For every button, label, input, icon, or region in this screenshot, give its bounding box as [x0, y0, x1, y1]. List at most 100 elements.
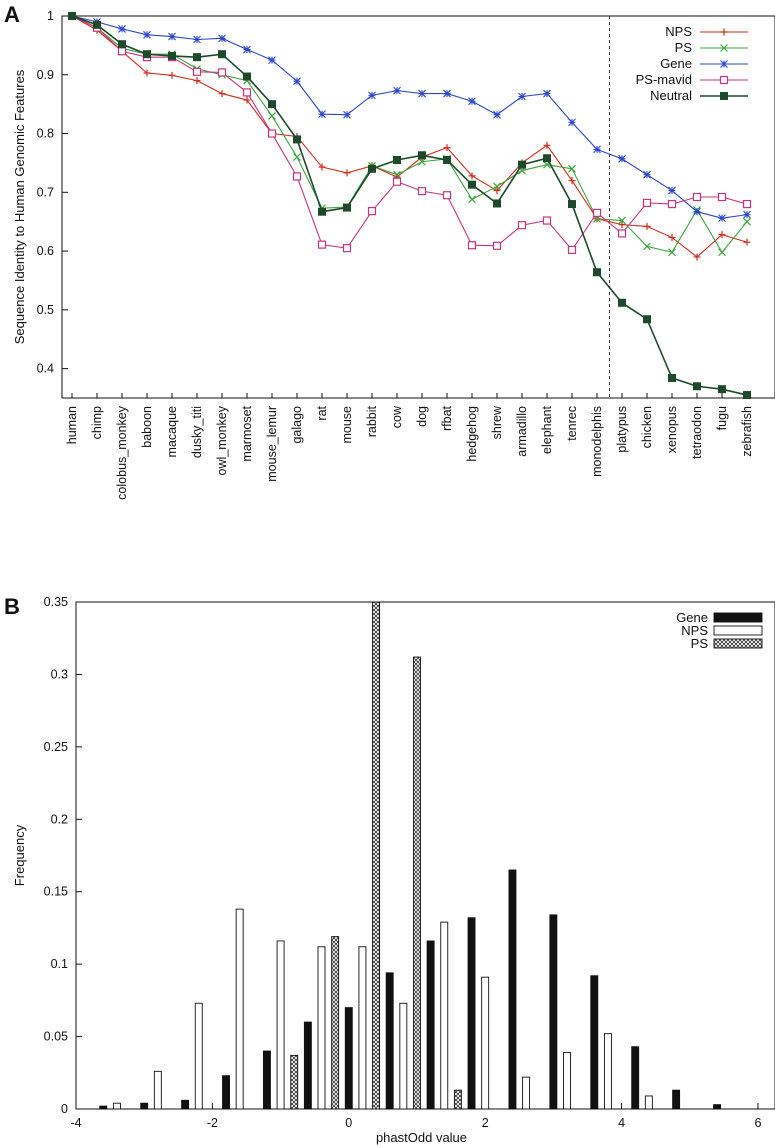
y-tick-label: 0.7: [37, 185, 54, 199]
data-point-neutral: [268, 100, 276, 109]
x-tick-label: -4: [70, 1116, 81, 1130]
data-point-neutral: [443, 155, 451, 164]
y-tick-label: 0.35: [44, 595, 68, 609]
bar-ps: [331, 936, 340, 1110]
bar-gene: [508, 869, 517, 1110]
bar-gene: [181, 1099, 190, 1110]
data-point-nps: [168, 71, 176, 79]
legend-label-neutral: Neutral: [650, 88, 692, 103]
series-line-gene: [71, 15, 748, 219]
x-tick-label: 2: [482, 1116, 489, 1130]
bar-nps: [153, 1070, 162, 1110]
data-point-nps: [668, 234, 676, 242]
x-tick-label: mouse: [340, 406, 354, 444]
bar-nps: [603, 1033, 612, 1110]
data-point-gene: [143, 30, 151, 39]
x-tick-label: owl_monkey: [215, 405, 229, 475]
y-tick-label: 1: [47, 9, 54, 23]
x-tick-label: 0: [345, 1116, 352, 1130]
data-point-neutral: [318, 207, 326, 216]
bar-nps: [194, 1002, 203, 1110]
data-point-neutral: [718, 385, 726, 394]
panel-b-x-axis: -4 -2 0 2 4 6: [70, 1103, 761, 1130]
data-point-ps-mavid: [642, 198, 652, 207]
data-point-neutral: [368, 164, 376, 173]
data-point-neutral: [68, 12, 76, 20]
legend-marker-ps-mavid: [719, 75, 729, 85]
data-point-ps-mavid: [442, 191, 452, 200]
bar-ps: [453, 1089, 462, 1110]
data-point-nps: [343, 169, 351, 177]
y-tick-label: 0.15: [44, 885, 68, 899]
series-nps: [112, 908, 653, 1110]
data-point-neutral: [468, 180, 476, 189]
y-tick-label: 0.4: [37, 362, 54, 376]
x-tick-label: 4: [618, 1116, 625, 1130]
bar-gene: [385, 972, 394, 1110]
data-point-gene: [318, 110, 326, 119]
series-line-ps-mavid: [71, 15, 748, 251]
x-tick-label: cow: [390, 405, 404, 428]
y-tick-label: 0.5: [37, 303, 54, 317]
data-point-gene: [218, 34, 226, 43]
x-tick-label: platypus: [615, 406, 629, 453]
x-tick-label: chimp: [90, 406, 104, 439]
data-point-ps: [718, 248, 726, 257]
x-tick-label: chicken: [640, 406, 654, 448]
bar-gene: [222, 1075, 230, 1110]
x-tick-label: galago: [290, 406, 304, 444]
legend-swatch-ps: [713, 638, 763, 649]
panel-b-x-axis-title: phastOdd value: [376, 1130, 467, 1145]
bar-gene: [303, 1021, 312, 1110]
x-tick-label: -2: [207, 1116, 218, 1130]
data-point-ps-mavid: [267, 129, 277, 138]
x-tick-label: shrew: [490, 405, 504, 439]
x-tick-label: fugu: [715, 406, 729, 430]
data-point-neutral: [743, 391, 751, 400]
panel-b-y-axis: 0 0.05 0.1 0.15 0.2 0.25 0.3 0.35: [44, 595, 82, 1116]
data-point-neutral: [668, 374, 676, 383]
x-tick-label: marmoset: [240, 405, 254, 461]
data-point-gene: [343, 110, 351, 119]
series-nps: [68, 12, 751, 261]
data-point-neutral: [518, 160, 526, 169]
bar-gene: [549, 914, 558, 1110]
data-point-neutral: [193, 53, 201, 62]
data-point-ps-mavid: [717, 192, 727, 202]
bar-nps: [522, 1076, 531, 1110]
data-point-nps: [568, 177, 576, 185]
data-point-ps-mavid: [342, 244, 352, 253]
data-point-ps-mavid: [542, 216, 552, 225]
legend-marker-ps: [720, 44, 728, 52]
data-point-nps: [143, 69, 151, 77]
data-point-gene: [618, 154, 626, 163]
bar-ps: [413, 656, 421, 1110]
series-gene: [99, 869, 721, 1110]
data-point-gene: [368, 91, 376, 100]
x-tick-label: monodelphis: [590, 406, 604, 477]
data-point-neutral: [543, 154, 551, 163]
data-point-gene: [593, 145, 601, 154]
legend-swatch-nps: [713, 625, 763, 636]
data-point-ps-mavid: [567, 245, 577, 255]
panel-a-y-axis-title: Sequence Identity to Human Genomic Featu…: [12, 69, 27, 344]
bar-gene: [713, 1104, 721, 1110]
panel-a-line-chart: A 0.4 0.5 0.6 0.7 0.8 0.9 1 human chimp colobus_…: [4, 2, 775, 500]
x-tick-label: colobus_monkey: [115, 405, 129, 500]
legend-label-ps-mavid: PS-mavid: [636, 72, 692, 87]
y-tick-label: 0: [61, 1102, 68, 1116]
x-tick-label: armadillo: [515, 406, 529, 457]
data-point-neutral: [143, 50, 151, 59]
x-tick-label: baboon: [140, 406, 154, 448]
series-ps: [290, 601, 462, 1110]
data-point-neutral: [693, 382, 701, 391]
data-point-nps: [468, 172, 476, 180]
legend-label-ps: PS: [691, 636, 709, 651]
data-point-gene: [243, 45, 251, 54]
data-point-gene: [418, 89, 426, 98]
data-point-gene: [443, 89, 451, 98]
data-point-ps-mavid: [417, 187, 427, 196]
data-point-ps-mavid: [192, 67, 202, 76]
data-point-ps: [418, 157, 426, 166]
data-point-ps-mavid: [617, 229, 627, 238]
